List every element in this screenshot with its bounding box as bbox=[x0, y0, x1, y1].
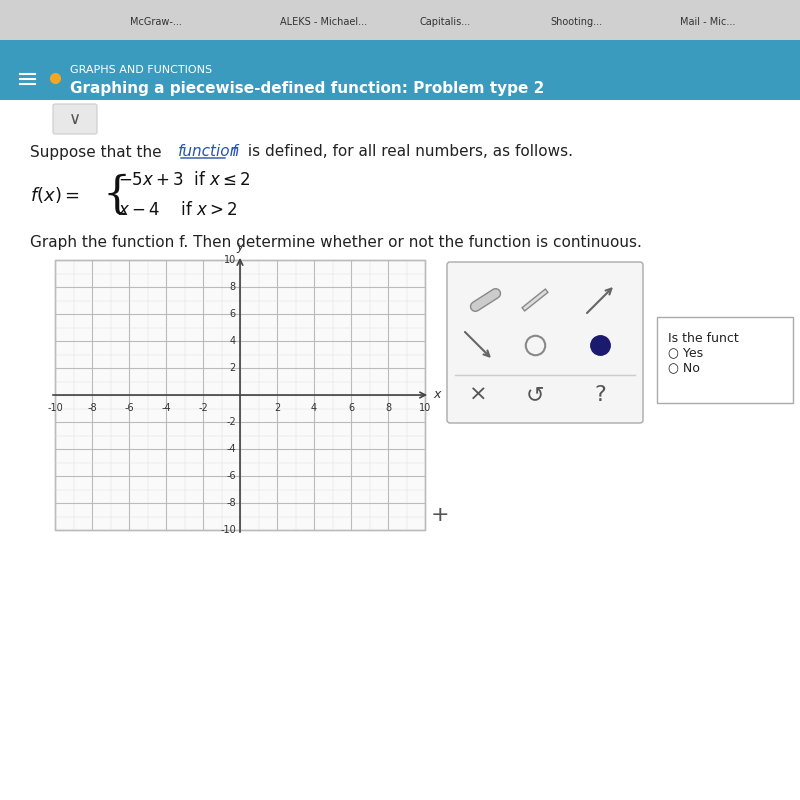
Text: -10: -10 bbox=[47, 403, 63, 413]
Text: Capitalis...: Capitalis... bbox=[420, 17, 471, 27]
Text: 4: 4 bbox=[230, 336, 236, 346]
Text: -10: -10 bbox=[220, 525, 236, 535]
Text: 2: 2 bbox=[230, 363, 236, 373]
Text: 4: 4 bbox=[311, 403, 317, 413]
Text: y: y bbox=[236, 240, 244, 253]
Text: 8: 8 bbox=[230, 282, 236, 292]
Text: ○ Yes: ○ Yes bbox=[668, 346, 703, 359]
Text: Suppose that the: Suppose that the bbox=[30, 145, 166, 159]
Text: 10: 10 bbox=[419, 403, 431, 413]
Text: Graphing a piecewise-defined function: Problem type 2: Graphing a piecewise-defined function: P… bbox=[70, 81, 544, 95]
Text: -4: -4 bbox=[161, 403, 171, 413]
Text: Is the funct: Is the funct bbox=[668, 331, 738, 345]
Text: $x - 4$    if $x > 2$: $x - 4$ if $x > 2$ bbox=[118, 201, 238, 219]
Text: -2: -2 bbox=[226, 417, 236, 427]
Text: ?: ? bbox=[594, 385, 606, 405]
FancyBboxPatch shape bbox=[657, 317, 793, 403]
Text: McGraw-...: McGraw-... bbox=[130, 17, 182, 27]
Text: GRAPHS AND FUNCTIONS: GRAPHS AND FUNCTIONS bbox=[70, 65, 212, 75]
Text: {: { bbox=[102, 174, 130, 217]
Text: -8: -8 bbox=[87, 403, 97, 413]
Text: ↺: ↺ bbox=[526, 385, 544, 405]
Text: ×: × bbox=[469, 385, 487, 405]
Text: Graph the function f. Then determine whether or not the function is continuous.: Graph the function f. Then determine whe… bbox=[30, 234, 642, 250]
Text: 10: 10 bbox=[224, 255, 236, 265]
Text: $f(x) =$: $f(x) =$ bbox=[30, 185, 80, 205]
Text: +: + bbox=[430, 505, 450, 525]
Text: function: function bbox=[178, 145, 240, 159]
Text: ALEKS - Michael...: ALEKS - Michael... bbox=[280, 17, 367, 27]
Text: ○ No: ○ No bbox=[668, 362, 700, 374]
FancyBboxPatch shape bbox=[0, 40, 800, 100]
Text: is defined, for all real numbers, as follows.: is defined, for all real numbers, as fol… bbox=[243, 145, 573, 159]
Text: f: f bbox=[232, 145, 238, 159]
Text: 8: 8 bbox=[385, 403, 391, 413]
Text: -6: -6 bbox=[124, 403, 134, 413]
FancyBboxPatch shape bbox=[55, 260, 425, 530]
FancyBboxPatch shape bbox=[447, 262, 643, 423]
Text: Mail - Mic...: Mail - Mic... bbox=[680, 17, 735, 27]
FancyBboxPatch shape bbox=[0, 0, 800, 40]
Text: $-5x + 3$  if $x \leq 2$: $-5x + 3$ if $x \leq 2$ bbox=[118, 171, 251, 189]
Text: 6: 6 bbox=[230, 309, 236, 319]
Text: -2: -2 bbox=[198, 403, 208, 413]
Text: x: x bbox=[433, 389, 440, 402]
FancyBboxPatch shape bbox=[0, 100, 800, 800]
Text: -6: -6 bbox=[226, 471, 236, 481]
Text: Shooting...: Shooting... bbox=[550, 17, 602, 27]
Text: 2: 2 bbox=[274, 403, 280, 413]
Text: -4: -4 bbox=[226, 444, 236, 454]
Text: ∨: ∨ bbox=[69, 110, 81, 128]
FancyBboxPatch shape bbox=[53, 104, 97, 134]
Text: 6: 6 bbox=[348, 403, 354, 413]
Text: -8: -8 bbox=[226, 498, 236, 508]
